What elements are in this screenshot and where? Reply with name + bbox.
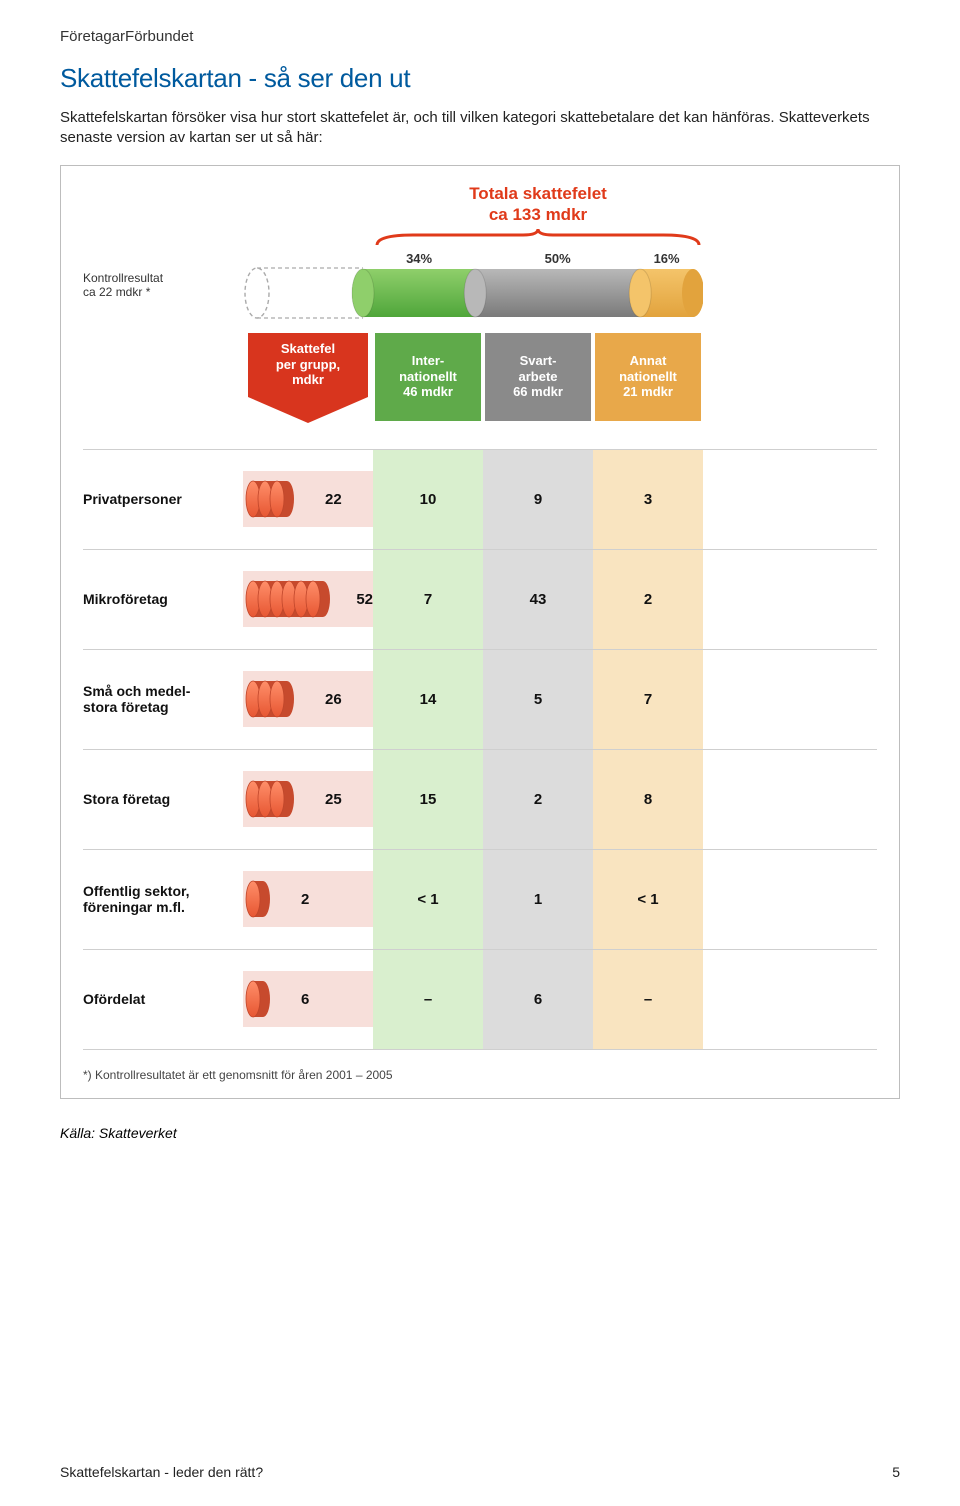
row-total-value: 2 [301, 891, 309, 908]
table-row: Offentlig sektor,föreningar m.fl. 2 < 11< … [83, 849, 877, 949]
row-total-value: 26 [325, 691, 342, 708]
kontroll-label-1: Kontrollresultat [83, 271, 163, 285]
intro-text: Skattefelskartan försöker visa hur stort… [60, 108, 900, 149]
hdr1-l3: 66 mdkr [489, 384, 587, 400]
cell-value: – [593, 950, 703, 1049]
row-total-value: 52 [356, 591, 373, 608]
disk-stack-icon [243, 471, 317, 527]
hdr1-l1: Svart- [489, 353, 587, 369]
cell-value: 7 [373, 550, 483, 649]
chart-footnote: *) Kontrollresultatet är ett genomsnitt … [83, 1068, 877, 1082]
cell-value: 9 [483, 450, 593, 549]
disk-cell: 52 [243, 571, 373, 627]
cell-value: 6 [483, 950, 593, 1049]
row-label: Mikroföretag [83, 591, 243, 607]
row-label: Ofördelat [83, 991, 243, 1007]
disk-stack-icon [243, 671, 317, 727]
hdr1-l2: arbete [489, 369, 587, 385]
cell-value: < 1 [593, 850, 703, 949]
cell-value: 15 [373, 750, 483, 849]
row-label: Privatpersoner [83, 491, 243, 507]
row-total-value: 6 [301, 991, 309, 1008]
disk-cell: 26 [243, 671, 373, 727]
row-total-value: 22 [325, 491, 342, 508]
row-label: Små och medel-stora företag [83, 683, 243, 715]
header-col-2: Annat nationellt 21 mdkr [595, 333, 701, 421]
disk-cell: 6 [243, 971, 373, 1027]
brace [373, 227, 703, 247]
cylinder-diagram: 34% 50% 16% [243, 247, 703, 325]
row-label: Stora företag [83, 791, 243, 807]
cell-value: < 1 [373, 850, 483, 949]
hdr2-l3: 21 mdkr [599, 384, 697, 400]
table-row: Små och medel-stora företag 26 1457 [83, 649, 877, 749]
table-row: Ofördelat6–6– [83, 949, 877, 1049]
header-arrow-l3: mdkr [248, 372, 368, 388]
hdr0-l3: 46 mdkr [379, 384, 477, 400]
footer-left: Skattefelskartan - leder den rätt? [60, 1464, 263, 1480]
header-arrow-l1: Skattefel [248, 341, 368, 357]
footer-page-number: 5 [892, 1464, 900, 1480]
chart-container: Totala skattefelet ca 133 mdkr Kontrollr… [60, 165, 900, 1099]
svg-text:50%: 50% [545, 251, 571, 266]
cell-value: 1 [483, 850, 593, 949]
hdr2-l2: nationellt [599, 369, 697, 385]
row-total-value: 25 [325, 791, 342, 808]
page-footer: Skattefelskartan - leder den rätt? 5 [60, 1464, 900, 1480]
cell-value: 14 [373, 650, 483, 749]
cell-value: 43 [483, 550, 593, 649]
hdr0-l2: nationellt [379, 369, 477, 385]
header-arrow-l2: per grupp, [248, 357, 368, 373]
cell-value: 7 [593, 650, 703, 749]
source-line: Källa: Skatteverket [60, 1125, 900, 1141]
org-name: FöretagarFörbundet [60, 28, 900, 45]
row-label: Offentlig sektor,föreningar m.fl. [83, 883, 243, 915]
disk-stack-icon [243, 771, 317, 827]
disk-cell: 25 [243, 771, 373, 827]
header-col-1: Svart- arbete 66 mdkr [485, 333, 591, 421]
cell-value: 3 [593, 450, 703, 549]
cell-value: 10 [373, 450, 483, 549]
disk-stack-icon [243, 971, 293, 1027]
hdr0-l1: Inter- [379, 353, 477, 369]
kontroll-label-2: ca 22 mdkr * [83, 285, 150, 299]
svg-text:34%: 34% [406, 251, 432, 266]
hdr2-l1: Annat [599, 353, 697, 369]
chart-total-title-2: ca 133 mdkr [373, 205, 703, 225]
header-arrow: Skattefel per grupp, mdkr [248, 333, 368, 397]
cell-value: – [373, 950, 483, 1049]
disk-stack-icon [243, 571, 348, 627]
disk-stack-icon [243, 871, 293, 927]
header-row: Skattefel per grupp, mdkr Inter- natione… [83, 333, 877, 433]
disk-cell: 2 [243, 871, 373, 927]
cell-value: 8 [593, 750, 703, 849]
cell-value: 2 [593, 550, 703, 649]
disk-cell: 22 [243, 471, 373, 527]
cell-value: 2 [483, 750, 593, 849]
header-col-0: Inter- nationellt 46 mdkr [375, 333, 481, 421]
cell-value: 5 [483, 650, 593, 749]
table-row: Privatpersoner 22 1093 [83, 449, 877, 549]
svg-text:16%: 16% [654, 251, 680, 266]
page-title: Skattefelskartan - så ser den ut [60, 63, 900, 94]
table-row: Stora företag 25 1528 [83, 749, 877, 849]
chart-total-title-1: Totala skattefelet [373, 184, 703, 204]
table-row: Mikroföretag 527432 [83, 549, 877, 649]
